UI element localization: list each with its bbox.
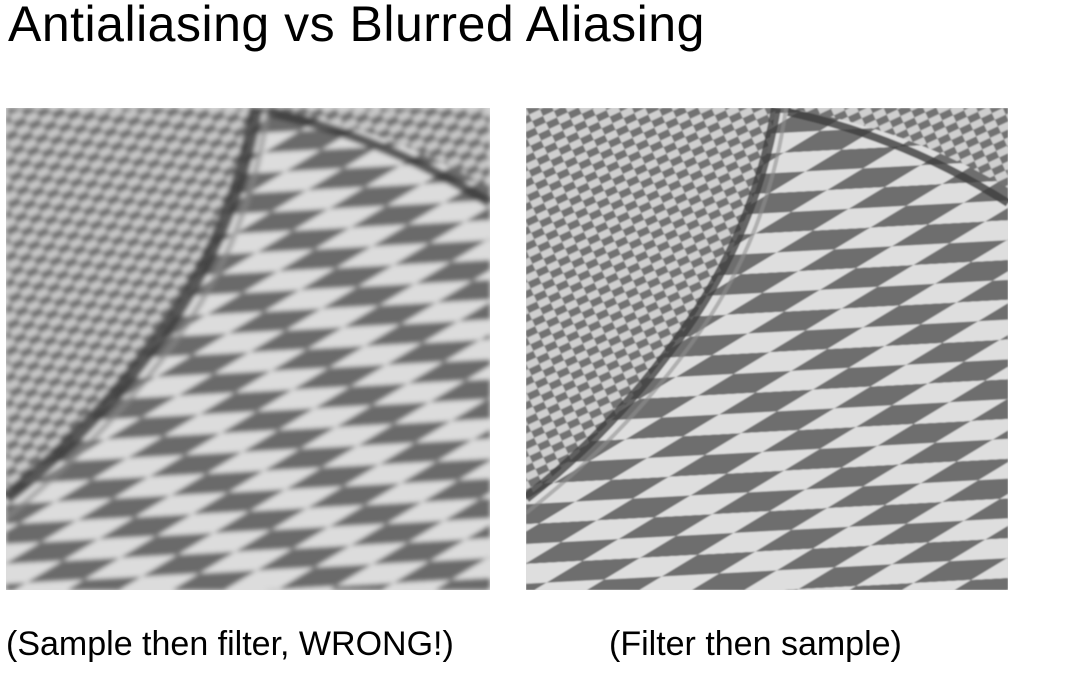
checkerboard-render-right [526,108,1008,590]
blurred-aliasing-image [6,108,490,590]
slide-title: Antialiasing vs Blurred Aliasing [8,0,705,52]
caption-sample-then-filter: (Sample then filter, WRONG!) [6,625,454,663]
caption-filter-then-sample: (Filter then sample) [609,625,902,663]
antialiased-image [526,108,1008,590]
checkerboard-render-left [6,108,490,590]
